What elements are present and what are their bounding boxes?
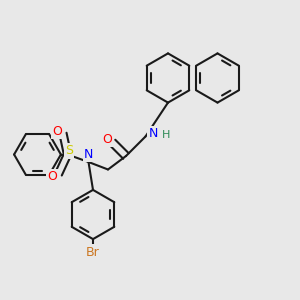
Text: N: N	[84, 148, 93, 161]
Text: N: N	[148, 127, 158, 140]
Text: O: O	[52, 124, 62, 138]
Text: H: H	[162, 130, 170, 140]
Text: O: O	[102, 133, 112, 146]
Text: O: O	[47, 170, 57, 183]
Text: S: S	[65, 144, 73, 158]
Text: Br: Br	[86, 245, 100, 259]
